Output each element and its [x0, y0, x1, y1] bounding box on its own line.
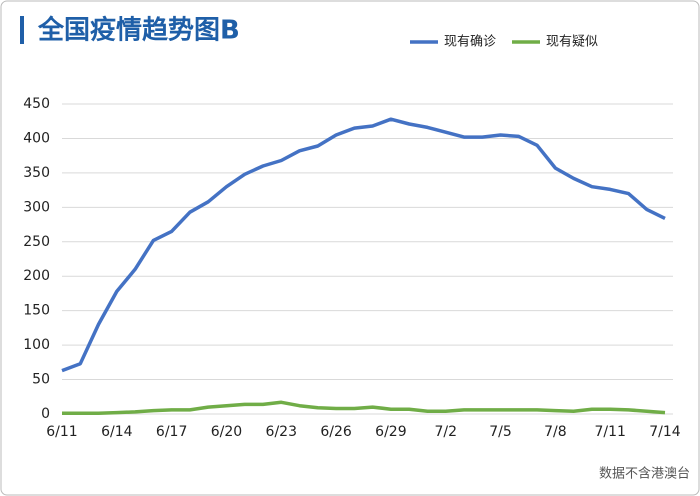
series-line [62, 400, 666, 416]
x-tick-label: 7/2 [434, 424, 457, 440]
y-tick-label: 50 [32, 372, 50, 388]
y-tick-label: 0 [41, 406, 50, 422]
legend-label: 现有确诊 [444, 35, 496, 50]
annotation: 数据不含港澳台 [599, 466, 690, 482]
y-tick-label: 300 [23, 199, 50, 215]
y-tick-label: 100 [23, 337, 50, 353]
title-marker [20, 16, 24, 44]
legend-label: 现有疑似 [546, 34, 598, 50]
y-tick-label: 450 [23, 96, 50, 112]
x-tick-label: 6/14 [101, 424, 133, 440]
y-tick-label: 200 [23, 268, 50, 284]
y-tick-label: 350 [23, 165, 50, 181]
chart-title: 全国疫情趋势图B [37, 15, 240, 46]
x-tick-label: 7/8 [544, 424, 567, 440]
x-tick-label: 7/11 [594, 424, 625, 440]
y-tick-label: 400 [23, 130, 50, 146]
y-tick-label: 250 [23, 234, 50, 250]
y-tick-label: 150 [23, 303, 50, 319]
x-tick-label: 7/14 [649, 424, 681, 440]
series-line [61, 117, 666, 373]
x-tick-label: 7/5 [489, 424, 512, 440]
x-tick-label: 6/29 [375, 424, 406, 440]
x-tick-label: 6/26 [320, 424, 352, 440]
x-tick-label: 6/11 [46, 424, 77, 440]
x-tick-label: 6/23 [266, 424, 297, 440]
x-tick-label: 6/17 [156, 424, 187, 440]
x-tick-label: 6/20 [211, 424, 242, 440]
